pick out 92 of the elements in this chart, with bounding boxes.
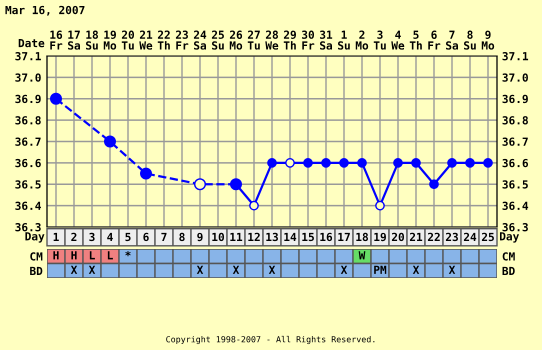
x2-tick-label: 16 Fr <box>50 30 62 50</box>
text: X <box>232 266 240 274</box>
text: H <box>53 251 59 260</box>
text: X <box>268 266 276 274</box>
chart-title: Mar 16, 2007 <box>5 6 84 16</box>
x2-tick-label: 1 Su <box>338 30 350 50</box>
x-tick-label: 18 <box>356 232 368 242</box>
x-tick-label: 4 <box>107 232 113 241</box>
text: X <box>412 266 420 274</box>
x2-tick-label: 23 Fr <box>176 30 188 50</box>
x2-tick-label: 5 Th <box>410 30 422 50</box>
text: X <box>88 266 96 274</box>
x-tick-label: 7 <box>161 232 167 241</box>
x2-tick-label: 31 Sa <box>320 30 332 50</box>
text: X <box>196 266 204 274</box>
y-tick-label: 37.1 <box>15 52 41 60</box>
x-tick-label: 17 <box>338 232 350 241</box>
text: X <box>340 266 348 274</box>
x-tick-label: 11 <box>230 232 242 241</box>
y2-tick-label: 36.3 <box>502 222 528 232</box>
y-tick-label: 36.5 <box>15 180 41 189</box>
x2-tick-label: 2 Mo <box>356 30 368 50</box>
x-tick-label: 19 <box>374 232 386 242</box>
y2-tick-label: 36.4 <box>502 202 528 210</box>
x2-tick-label: 4 We <box>391 30 404 50</box>
y2-tick-label: 37.0 <box>502 73 528 82</box>
x-tick-label: 8 <box>179 232 185 242</box>
x2-tick-label: 18 Su <box>86 30 98 50</box>
x2-tick-label: 3 Tu <box>374 30 386 50</box>
x-tick-label: 23 <box>446 232 458 242</box>
x2-tick-label: 17 Sa <box>68 30 80 50</box>
x2-tick-label: 28 We <box>265 30 278 50</box>
y-tick-label: 36.7 <box>15 137 41 146</box>
y2-tick-label: 36.7 <box>502 137 528 146</box>
x-tick-label: 1 <box>54 232 59 241</box>
text: Copyright 1998-2007 - All Rights Reserved. <box>166 336 374 344</box>
y2-tick-label: 36.9 <box>502 94 528 104</box>
text: PM <box>374 266 386 274</box>
x2-tick-label: 26 Mo <box>230 30 242 50</box>
text: L <box>90 251 95 260</box>
x-tick-label: 10 <box>212 232 224 242</box>
y-tick-label: 36.4 <box>15 202 41 210</box>
category-label: CM <box>502 252 515 261</box>
text: H <box>71 251 77 260</box>
x-tick-label: 5 <box>125 232 131 242</box>
x-tick-label: 24 <box>464 232 476 241</box>
text: L <box>108 251 113 260</box>
text: W <box>358 251 366 260</box>
x2-tick-label: 20 Tu <box>122 30 134 50</box>
text: Day <box>500 232 520 243</box>
y-tick-label: 36.8 <box>15 116 41 125</box>
y2-tick-label: 36.8 <box>502 116 528 125</box>
y2-tick-label: 36.5 <box>502 180 528 189</box>
y-tick-label: 36.3 <box>15 222 41 232</box>
x2-tick-label: 8 Su <box>464 30 476 50</box>
x-tick-label: 3 <box>89 232 95 242</box>
x2-tick-label: 19 Mo <box>104 30 116 50</box>
category-label: BD <box>502 266 515 275</box>
x-tick-label: 12 <box>248 232 260 241</box>
x-tick-label: 25 <box>482 232 494 242</box>
x2-tick-label: 30 Fr <box>302 30 314 50</box>
x2-tick-label: 21 We <box>139 30 152 50</box>
x2-tick-label: 24 Sa <box>194 30 206 50</box>
x-tick-label: 16 <box>320 232 332 242</box>
x-tick-label: 14 <box>284 232 296 241</box>
x2-tick-label: 7 Sa <box>446 30 458 50</box>
x-tick-label: 20 <box>392 232 404 242</box>
x2-tick-label: 6 Fr <box>428 30 440 50</box>
x-tick-label: 21 <box>410 232 422 241</box>
x2-axis-title: Date <box>18 38 44 48</box>
text: X <box>70 266 78 274</box>
category-label: BD <box>30 266 42 275</box>
x2-tick-label: 27 Tu <box>248 30 260 50</box>
y2-tick-label: 36.6 <box>502 158 528 168</box>
x-axis-title: Day <box>25 232 44 243</box>
text: * <box>125 251 131 256</box>
category-label: CM <box>30 252 42 261</box>
y-tick-label: 36.9 <box>15 94 41 104</box>
text: X <box>448 266 456 274</box>
x2-tick-label: 29 Th <box>284 30 296 50</box>
y-tick-label: 37.0 <box>15 73 41 82</box>
x-tick-label: 13 <box>266 232 278 242</box>
x-tick-label: 6 <box>143 232 149 242</box>
y2-tick-label: 37.1 <box>502 52 528 60</box>
x2-tick-label: 25 Su <box>212 30 224 50</box>
x-tick-label: 9 <box>197 232 203 242</box>
x2-tick-label: 22 Th <box>158 30 170 50</box>
x-tick-label: 22 <box>428 232 440 241</box>
x-tick-label: 2 <box>71 232 76 241</box>
x-tick-label: 15 <box>302 232 314 242</box>
x2-tick-label: 9 Mo <box>482 30 494 50</box>
y-tick-label: 36.6 <box>15 158 41 168</box>
